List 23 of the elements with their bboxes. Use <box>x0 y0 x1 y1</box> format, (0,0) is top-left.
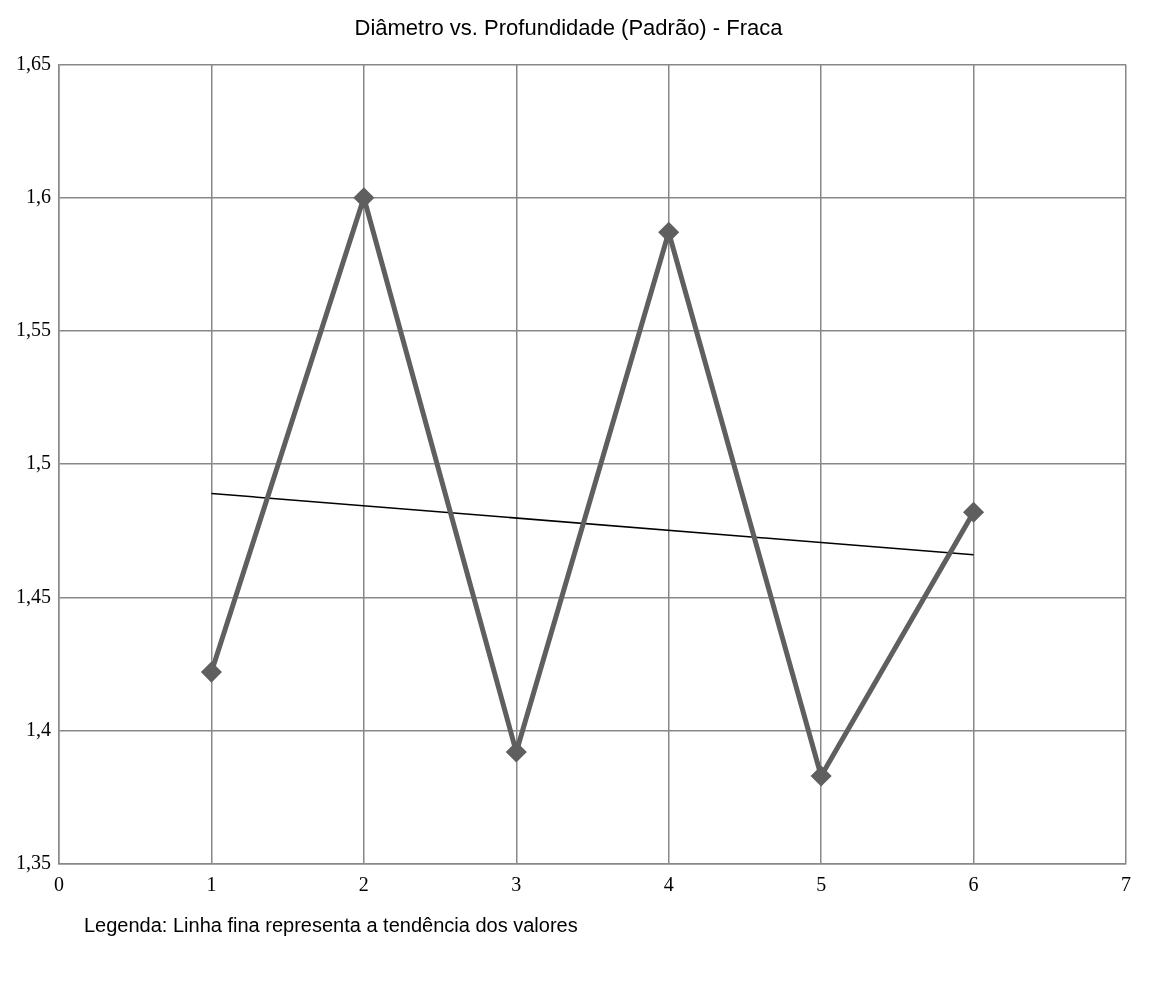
x-tick-label: 4 <box>663 873 674 896</box>
point <box>811 766 831 786</box>
y-tick-label: 1,45 <box>16 584 51 607</box>
x-tick-label: 7 <box>1121 873 1131 896</box>
point <box>506 742 526 762</box>
chart-title: Diâmetro vs. Profundidade (Padrão) - Fraca <box>354 15 784 41</box>
x-tick-label: 1 <box>206 873 217 896</box>
x-tick-label: 3 <box>511 873 522 896</box>
x-tick-label: 2 <box>358 873 369 896</box>
x-tick-label: 5 <box>816 873 827 896</box>
y-tick-label: 1,35 <box>16 851 51 874</box>
y-tick-label: 1,4 <box>26 717 51 740</box>
y-tick-label: 1,65 <box>16 51 51 74</box>
y-tick-label: 1,5 <box>26 451 51 474</box>
point <box>201 662 221 682</box>
point <box>964 502 984 522</box>
text: Legenda: Linha fina representa a tendência dos valores <box>84 914 579 937</box>
y-tick-label: 1,6 <box>26 184 51 207</box>
x-tick-label: 0 <box>54 873 64 896</box>
point <box>354 188 374 208</box>
point <box>659 222 679 242</box>
y-tick-label: 1,55 <box>16 318 51 341</box>
x-tick-label: 6 <box>968 873 979 896</box>
